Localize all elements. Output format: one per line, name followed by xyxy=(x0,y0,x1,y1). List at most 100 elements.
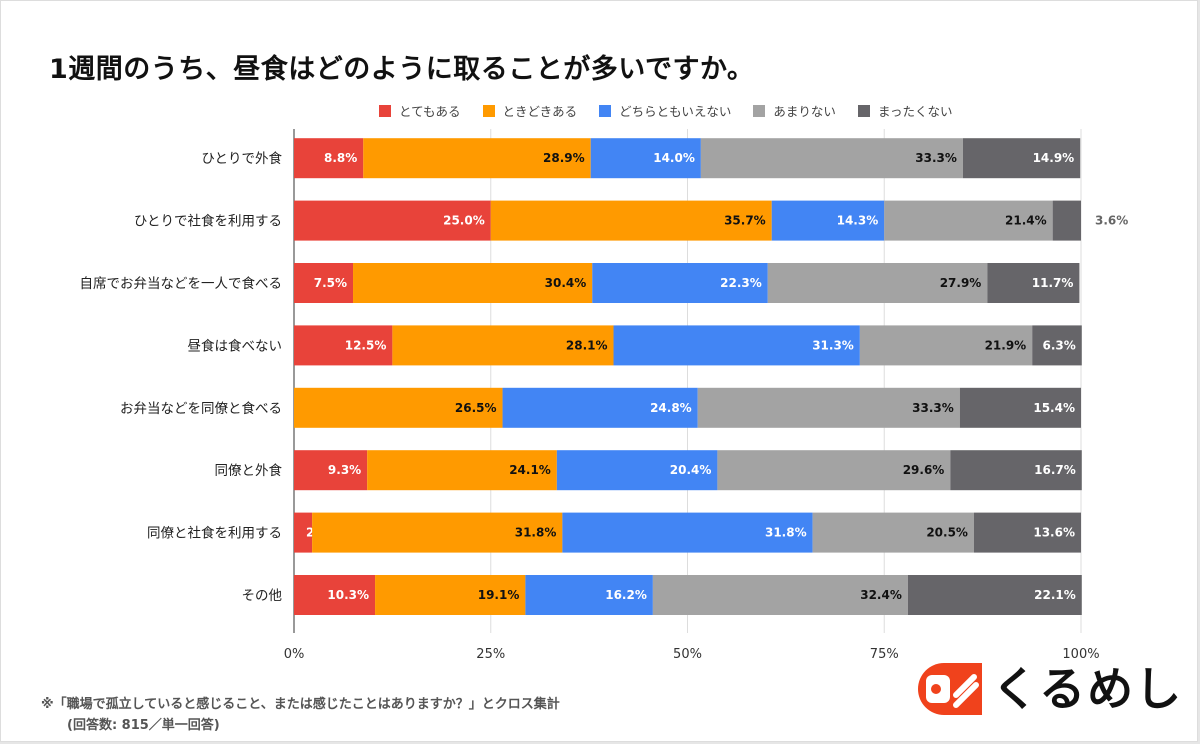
bar-segment xyxy=(652,575,908,615)
data-label: 16.7% xyxy=(1034,463,1076,477)
legend-swatch xyxy=(599,104,612,117)
data-label: 28.9% xyxy=(543,151,585,165)
bar-segment xyxy=(353,263,593,303)
data-label: 33.3% xyxy=(915,151,957,165)
data-label: 19.1% xyxy=(478,588,520,602)
bar-segment xyxy=(562,512,813,553)
category-label: その他 xyxy=(242,588,283,604)
bar-segment xyxy=(294,200,491,241)
data-label: 14.3% xyxy=(837,214,879,228)
data-label: 32.4% xyxy=(860,588,902,602)
data-label: 30.4% xyxy=(545,276,587,290)
logo-mark-icon xyxy=(918,663,982,715)
bar-segment xyxy=(592,263,768,303)
category-label: 同僚と外食 xyxy=(215,462,283,479)
data-label: 22.1% xyxy=(1034,588,1076,602)
bar-segment xyxy=(294,575,376,615)
bar-segment xyxy=(767,263,988,303)
bar-segment xyxy=(973,512,1081,553)
legend-swatch xyxy=(379,104,391,117)
x-tick-label: 50% xyxy=(673,647,702,662)
data-label: 35.7% xyxy=(724,214,766,228)
x-tick-label: 100% xyxy=(1062,647,1099,662)
data-label: 31.8% xyxy=(515,526,557,540)
category-label: ひとりで外食 xyxy=(201,150,282,167)
data-label: 29.6% xyxy=(903,463,945,477)
stacked-bar-chart: 0% 25% 50% 75% 100% ひとりで外食 8.8% 28.9% 14.0% 33.3%… xyxy=(80,129,1128,662)
bar-segment xyxy=(884,200,1053,241)
bar-segment xyxy=(859,325,1033,366)
legend-label: あまりない xyxy=(773,104,836,119)
bar-segment xyxy=(962,138,1081,179)
legend-item: とてもある xyxy=(379,101,461,120)
legend-item: ときどきある xyxy=(482,101,578,120)
data-label: 16.2% xyxy=(605,588,647,602)
data-label: 24.1% xyxy=(509,463,551,477)
bar-segment xyxy=(525,575,653,615)
data-label: 28.1% xyxy=(566,338,608,352)
bar-segment xyxy=(959,387,1081,428)
logo-text: くるめし xyxy=(992,662,1184,716)
data-label: 14.0% xyxy=(653,151,695,165)
bar-segment xyxy=(987,263,1080,303)
bar-segment xyxy=(556,450,718,491)
data-label: 20.5% xyxy=(926,526,968,540)
bar-segment xyxy=(613,325,860,366)
data-label: 20.4% xyxy=(670,463,712,477)
bar-segment xyxy=(1052,200,1081,241)
bar-segment xyxy=(700,138,963,179)
bar-segment xyxy=(1032,325,1082,366)
data-label: 14.9% xyxy=(1033,151,1075,165)
data-label: 12.5% xyxy=(345,338,387,352)
data-label: 26.5% xyxy=(455,401,497,415)
data-label: 27.9% xyxy=(940,276,982,290)
bar-segment xyxy=(717,450,951,491)
category-label: 自席でお弁当などを一人で食べる xyxy=(80,275,283,292)
bar-segment xyxy=(294,263,354,303)
legend: とてもある ときどきある どちらともいえない あまりない まったくない xyxy=(379,101,952,120)
bar-segment xyxy=(375,575,526,615)
bar-segment xyxy=(294,138,364,179)
category-label: 昼食は食べない xyxy=(188,337,283,354)
legend-label: とてもある xyxy=(399,104,461,119)
data-label: 13.6% xyxy=(1033,526,1075,540)
footnote: ※「職場で孤立していると感じること、または感じたことはありますか？」とクロス集計… xyxy=(41,694,560,736)
footnote-line-1: ※「職場で孤立していると感じること、または感じたことはありますか？」とクロス集計 xyxy=(41,697,560,712)
data-label: 10.3% xyxy=(327,588,369,602)
bar-segment xyxy=(697,387,960,428)
bar-segment xyxy=(312,512,563,553)
data-label: 31.8% xyxy=(765,526,807,540)
bar-segment xyxy=(812,512,974,553)
logo: くるめし xyxy=(916,661,1183,717)
footnote-line-2: (回答数: 815／単一回答) xyxy=(67,718,220,733)
data-label: 7.5% xyxy=(314,276,347,290)
data-label: 15.4% xyxy=(1033,401,1075,415)
legend-item: あまりない xyxy=(753,101,836,120)
data-label: 3.6% xyxy=(1095,214,1128,228)
legend-swatch xyxy=(482,104,495,117)
data-label: 8.8% xyxy=(324,151,357,165)
data-label: 25.0% xyxy=(443,214,485,228)
legend-label: ときどきある xyxy=(502,104,578,119)
data-label: 33.3% xyxy=(912,401,954,415)
legend-swatch xyxy=(753,104,766,117)
data-label: 24.8% xyxy=(650,401,692,415)
bar-segment xyxy=(294,387,503,428)
legend-item: どちらともいえない xyxy=(599,101,731,120)
category-label: ひとりで社食を利用する xyxy=(134,213,282,230)
x-tick-label: 0% xyxy=(284,647,305,662)
chart-title: 1週間のうち、昼食はどのように取ることが多いですか。 xyxy=(49,54,755,85)
category-label: 同僚と社食を利用する xyxy=(147,525,282,542)
legend-swatch xyxy=(857,104,870,117)
data-label: 21.4% xyxy=(1005,214,1047,228)
bar-segment xyxy=(490,200,772,241)
bar-segment xyxy=(294,325,393,366)
legend-label: どちらともいえない xyxy=(619,104,732,119)
data-label: 11.7% xyxy=(1032,276,1074,290)
bar-segment xyxy=(771,200,885,241)
bar-segment xyxy=(590,138,701,179)
x-tick-label: 25% xyxy=(476,647,505,662)
bar-segment xyxy=(392,325,614,366)
category-label: お弁当などを同僚と食べる xyxy=(120,400,282,417)
